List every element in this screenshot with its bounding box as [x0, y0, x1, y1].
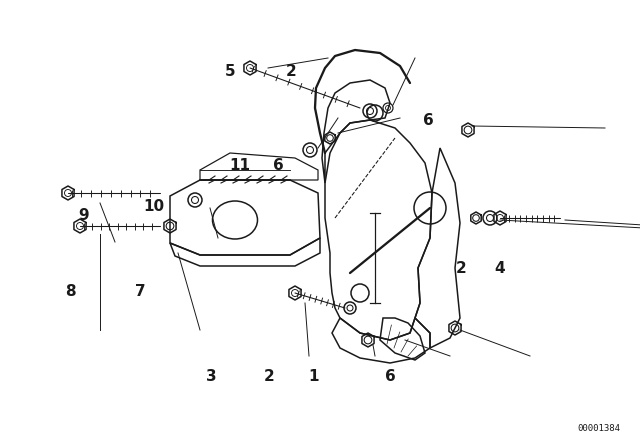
- Text: 00001384: 00001384: [577, 424, 620, 433]
- Text: 2: 2: [286, 64, 296, 79]
- Text: 7: 7: [136, 284, 146, 299]
- Text: 2: 2: [456, 261, 466, 276]
- Text: 6: 6: [424, 113, 434, 129]
- Text: 5: 5: [225, 64, 236, 79]
- Text: 10: 10: [143, 198, 164, 214]
- Text: 2: 2: [264, 369, 274, 384]
- Text: 6: 6: [385, 369, 396, 384]
- Text: 4: 4: [494, 261, 504, 276]
- Text: 11: 11: [230, 158, 250, 173]
- Text: 3: 3: [206, 369, 216, 384]
- Text: 8: 8: [65, 284, 76, 299]
- Text: 9: 9: [78, 207, 88, 223]
- Text: 6: 6: [273, 158, 284, 173]
- Text: 1: 1: [308, 369, 319, 384]
